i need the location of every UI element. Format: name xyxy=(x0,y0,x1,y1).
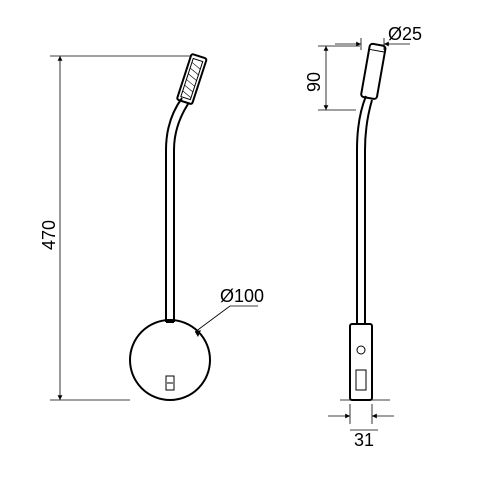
dim-d25: Ø25 xyxy=(388,24,422,44)
technical-drawing: 470 Ø100 xyxy=(0,0,500,500)
dim-470: 470 xyxy=(39,220,59,250)
dim-90: 90 xyxy=(304,72,324,92)
front-view: 470 Ø100 xyxy=(39,54,264,400)
side-view: Ø25 90 31 xyxy=(304,24,422,450)
dim-d100: Ø100 xyxy=(220,286,264,306)
dim-31: 31 xyxy=(354,430,374,450)
